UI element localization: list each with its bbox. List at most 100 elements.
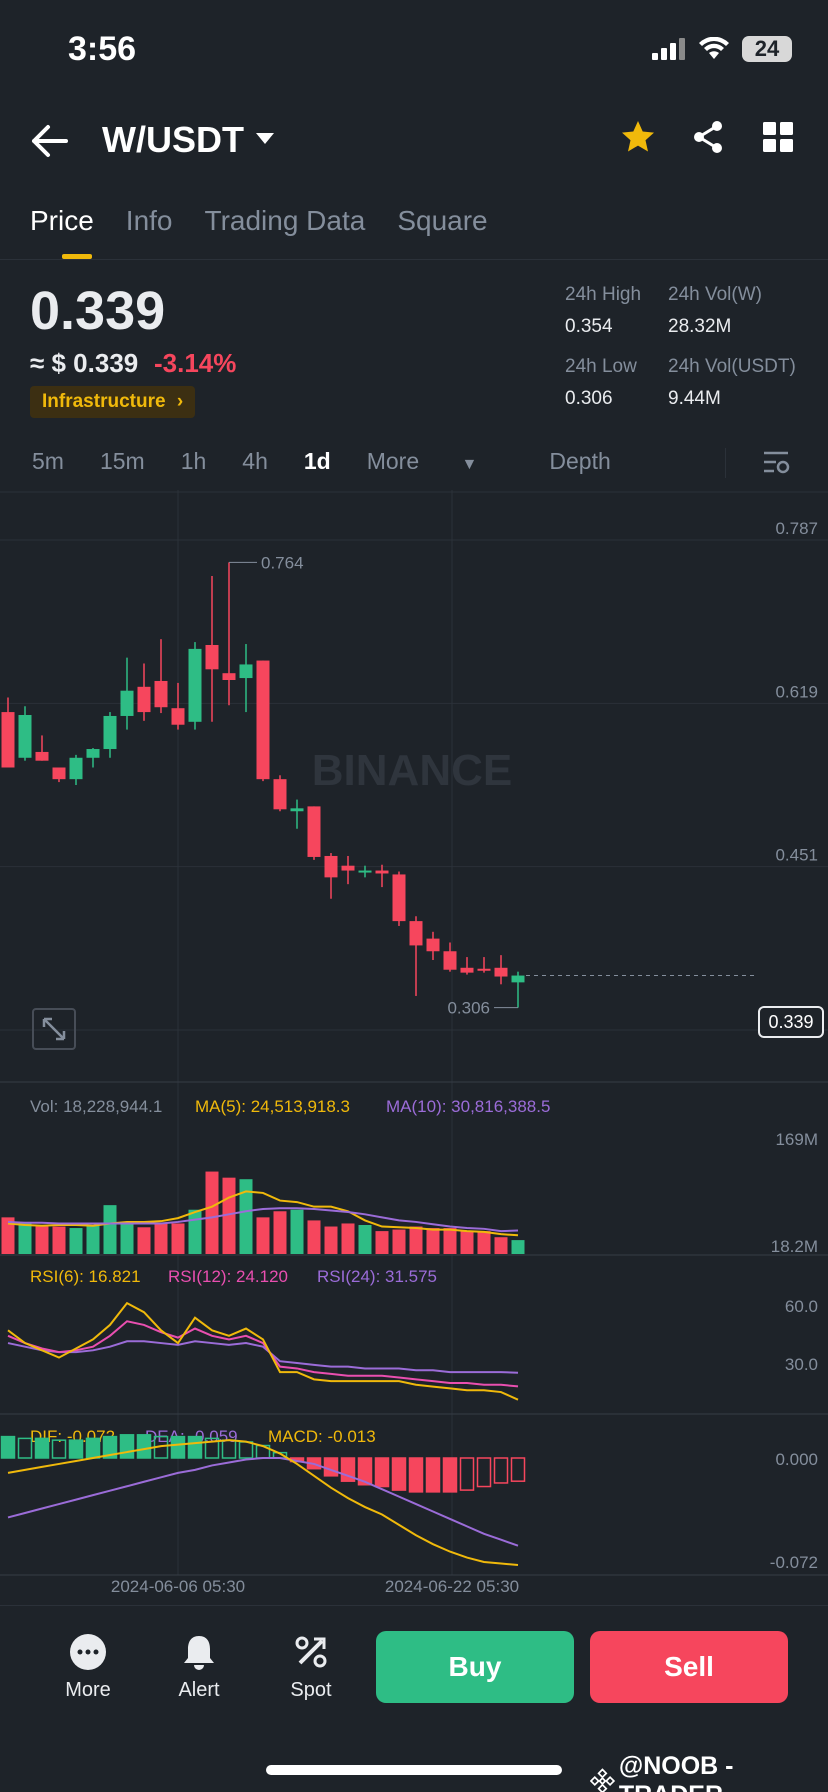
interval-more[interactable]: More ▼ [367, 448, 514, 475]
expand-chart-icon[interactable] [32, 1008, 76, 1050]
chart-settings-icon[interactable] [762, 450, 790, 476]
macd-bar [238, 1441, 254, 1459]
tab-trading-data[interactable]: Trading Data [204, 205, 366, 236]
volume-bar [494, 1237, 508, 1254]
candle-body [69, 757, 83, 780]
buy-button[interactable]: Buy [376, 1631, 574, 1703]
star-icon[interactable] [620, 119, 656, 155]
ma5-line [7, 1190, 519, 1237]
price-axis-label: 0.787 [775, 519, 818, 538]
vol-quote-label: 24h Vol(USDT) [668, 356, 796, 377]
volume-bar [1, 1217, 15, 1254]
candle-body [290, 808, 304, 812]
candle-body [120, 690, 134, 716]
share-icon[interactable] [690, 119, 726, 155]
bottom-action-bar: More Alert Spot Buy Sell [0, 1605, 828, 1725]
macd-bar [408, 1457, 424, 1493]
tab-info[interactable]: Info [125, 205, 173, 236]
volume-bar [358, 1224, 372, 1254]
low-label: 24h Low [565, 356, 637, 377]
volume-bar [290, 1209, 304, 1254]
pair-title[interactable]: W/USDT [102, 119, 244, 160]
volume-bar [103, 1205, 117, 1254]
price-change: -3.14% [154, 348, 237, 378]
macd-bar [68, 1439, 84, 1459]
candle-body [324, 855, 338, 878]
candle-body [171, 708, 185, 725]
interval-separator [725, 448, 726, 478]
rsi6-label: RSI(6): 16.821 [30, 1267, 141, 1286]
date-label: 2024-06-22 05:30 [385, 1577, 519, 1596]
dif-line [7, 1439, 519, 1566]
rsi-axis-mid: 30.0 [785, 1355, 818, 1374]
interval-5m[interactable]: 5m [32, 448, 64, 474]
volume-bar [511, 1240, 525, 1254]
interval-depth[interactable]: Depth [549, 448, 611, 474]
macd-bar [119, 1434, 135, 1459]
signal-icon [652, 38, 685, 60]
macd-bar [85, 1437, 101, 1459]
category-tag-label: Infrastructure [42, 391, 166, 412]
macd-bar [136, 1434, 152, 1459]
rsi24-line [7, 1340, 519, 1374]
volume-bar [154, 1223, 168, 1254]
interval-1h[interactable]: 1h [180, 448, 207, 474]
grid-menu-icon[interactable] [762, 121, 794, 153]
macd-bar [0, 1435, 16, 1459]
chevron-right-icon: › [176, 391, 184, 412]
macd-bar [357, 1457, 373, 1486]
candle-body [511, 975, 525, 983]
macd-bar [374, 1457, 390, 1488]
volume-bar [443, 1228, 457, 1254]
status-time: 3:56 [68, 30, 137, 68]
alert-button[interactable]: Alert [159, 1633, 239, 1702]
volume-bar [460, 1231, 474, 1254]
interval-4h[interactable]: 4h [242, 448, 268, 474]
macd-label: MACD: -0.013 [268, 1427, 376, 1446]
caret-down-icon[interactable] [256, 133, 274, 145]
volume-bar [120, 1223, 134, 1254]
candle-body [222, 673, 236, 680]
macd-bar [204, 1437, 220, 1459]
rsi12-label: RSI(12): 24.120 [168, 1267, 288, 1286]
watermark-text: @NOOB -TRADER [618, 1752, 734, 1792]
spot-button[interactable]: Spot [271, 1633, 351, 1702]
price-axis-label: 0.451 [775, 846, 818, 865]
candle-body [103, 715, 117, 750]
pair-header: W/USDT [0, 105, 828, 175]
sell-button[interactable]: Sell [590, 1631, 788, 1703]
price-chart[interactable]: 0.7870.6190.4510.283BINANCE0.7640.306Vol… [0, 490, 828, 1605]
tab-price[interactable]: Price [30, 205, 94, 259]
bottom-divider [0, 1605, 828, 1606]
tab-square[interactable]: Square [397, 205, 488, 236]
low-marker-label: 0.306 [447, 999, 490, 1018]
volume-bar [69, 1228, 83, 1254]
candle-body [494, 967, 508, 977]
macd-bar [459, 1457, 475, 1491]
more-button[interactable]: More [48, 1633, 128, 1702]
bell-icon [184, 1636, 214, 1670]
candle-body [307, 806, 321, 857]
candle-body [154, 680, 168, 708]
volume-bar [205, 1171, 219, 1254]
macd-bar [493, 1457, 509, 1484]
volume-bar [137, 1227, 151, 1254]
interval-1d[interactable]: 1d [303, 448, 331, 474]
category-tag[interactable]: Infrastructure › [30, 386, 196, 418]
macd-bar [323, 1457, 339, 1477]
ma10-label: MA(10): 30,816,388.5 [386, 1097, 550, 1116]
volume-bar [477, 1231, 491, 1254]
spot-label: Spot [290, 1679, 332, 1701]
candle-body [341, 865, 355, 871]
rsi-axis-top: 60.0 [785, 1297, 818, 1316]
back-arrow-icon[interactable] [30, 123, 70, 159]
last-price: 0.339 [30, 281, 166, 341]
interval-15m[interactable]: 15m [99, 448, 145, 474]
macd-bar [187, 1435, 203, 1459]
spot-icon [295, 1636, 327, 1668]
volume-bar [35, 1226, 49, 1254]
volume-bar [188, 1209, 202, 1254]
macd-bar [102, 1435, 118, 1459]
usd-price: ≈ $ 0.339 [30, 348, 139, 378]
vol-base-label: 24h Vol(W) [668, 284, 762, 305]
